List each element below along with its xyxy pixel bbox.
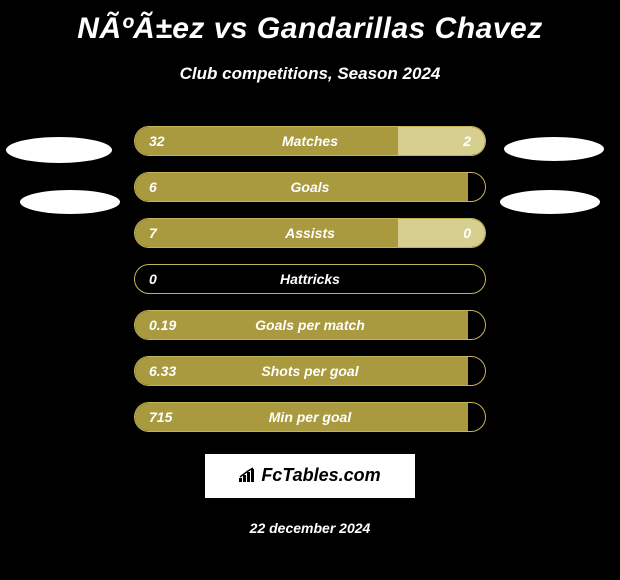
stat-row: 6Goals <box>134 172 486 202</box>
stat-value-right: 2 <box>463 133 471 149</box>
stat-row: 7Assists0 <box>134 218 486 248</box>
page-subtitle: Club competitions, Season 2024 <box>0 64 620 84</box>
stat-row: 32Matches2 <box>134 126 486 156</box>
stat-label: Matches <box>135 133 485 149</box>
stat-row: 0.19Goals per match <box>134 310 486 340</box>
stat-row: 0Hattricks <box>134 264 486 294</box>
stats-container: 32Matches26Goals7Assists00Hattricks0.19G… <box>0 126 620 432</box>
stat-label: Goals <box>135 179 485 195</box>
stat-label: Assists <box>135 225 485 241</box>
player-right-badge-1 <box>504 137 604 161</box>
player-left-badge-2 <box>20 190 120 214</box>
chart-icon <box>239 466 257 487</box>
player-right-badge-2 <box>500 190 600 214</box>
logo-box: FcTables.com <box>205 454 415 498</box>
player-left-badge-1 <box>6 137 112 163</box>
stat-label: Shots per goal <box>135 363 485 379</box>
page-title: NÃºÃ±ez vs Gandarillas Chavez <box>0 0 620 46</box>
stat-label: Min per goal <box>135 409 485 425</box>
stat-row: 715Min per goal <box>134 402 486 432</box>
stat-row: 6.33Shots per goal <box>134 356 486 386</box>
stat-label: Goals per match <box>135 317 485 333</box>
stat-label: Hattricks <box>135 271 485 287</box>
date-text: 22 december 2024 <box>0 520 620 536</box>
logo-text: FcTables.com <box>239 465 380 487</box>
logo-label: FcTables.com <box>261 465 380 485</box>
stat-value-right: 0 <box>463 225 471 241</box>
